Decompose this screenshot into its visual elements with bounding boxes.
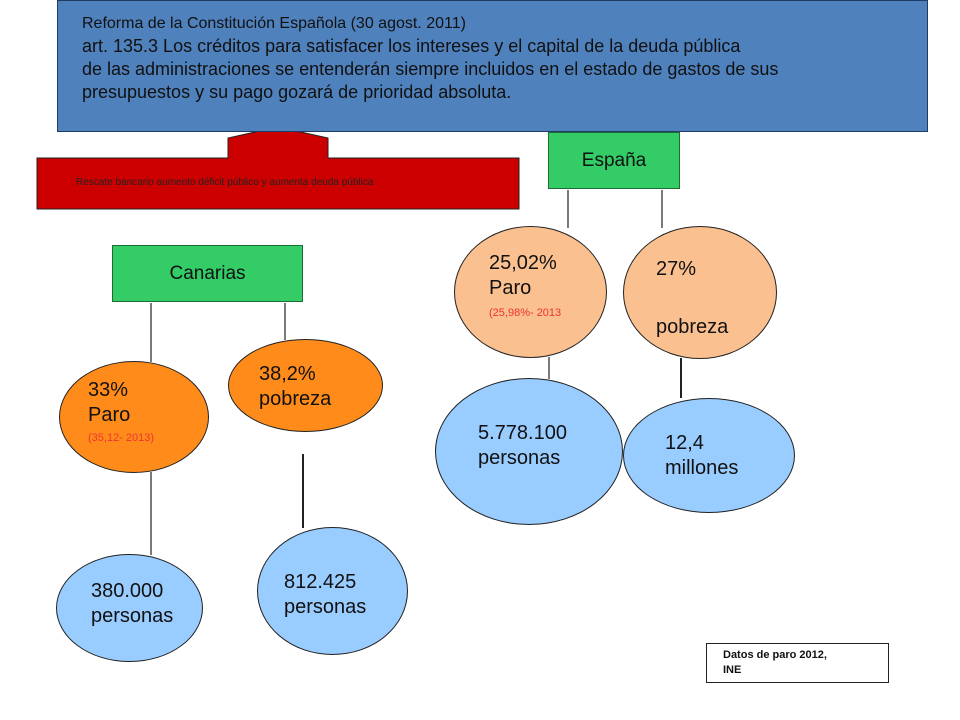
canarias-paro-value: 33%	[88, 379, 129, 401]
canarias-pobreza-personas-value: 812.425	[284, 571, 357, 593]
canarias-paro-personas-ellipse: 380.000 personas	[56, 554, 203, 662]
canarias-paro-personas-label: personas	[91, 605, 174, 627]
bailout-arrow-shape	[36, 126, 520, 210]
espana-pobreza-personas-label: millones	[665, 457, 739, 479]
data-source-note: Datos de paro 2012, INE	[706, 643, 889, 683]
canarias-paro-personas-value: 380.000	[91, 580, 164, 602]
espana-box: España	[548, 132, 680, 189]
canarias-label: Canarias	[169, 262, 246, 284]
espana-label: España	[581, 149, 647, 171]
canarias-paro-note: (35,12- 2013)	[88, 432, 155, 444]
espana-paro-note: (25,98%- 2013	[489, 307, 562, 319]
reform-title: Reforma de la Constitución Española (30 …	[82, 15, 466, 32]
espana-pobreza-ellipse: 27% pobreza	[623, 226, 777, 359]
canarias-pobreza-ellipse: 38,2% pobreza	[228, 339, 383, 432]
reform-text-line-3: presupuestos y su pago gozará de priorid…	[82, 82, 512, 102]
bailout-arrow-label: Rescate bancario aumento déficit público…	[76, 177, 374, 188]
espana-pobreza-value: 27%	[656, 258, 697, 280]
espana-paro-label: Paro	[489, 277, 532, 299]
espana-pobreza-personas-ellipse: 12,4 millones	[623, 398, 795, 513]
espana-pobreza-personas-value: 12,4	[665, 432, 704, 454]
data-source-line-2: INE	[723, 664, 742, 676]
canarias-paro-label: Paro	[88, 404, 131, 426]
data-source-line-1: Datos de paro 2012,	[723, 649, 827, 661]
canarias-box: Canarias	[112, 245, 303, 302]
bailout-arrow	[36, 126, 520, 210]
canarias-pobreza-personas-label: personas	[284, 596, 367, 618]
espana-pobreza-label: pobreza	[656, 316, 729, 338]
espana-paro-value: 25,02%	[489, 252, 557, 274]
canarias-pobreza-value: 38,2%	[259, 363, 316, 385]
espana-paro-ellipse: 25,02% Paro (25,98%- 2013	[454, 226, 607, 358]
espana-paro-personas-value: 5.778.100	[478, 422, 567, 444]
canarias-pobreza-personas-ellipse: 812.425 personas	[257, 527, 408, 655]
reform-text-line-2: de las administraciones se entenderán si…	[82, 59, 779, 79]
reform-text-line-1: art. 135.3 Los créditos para satisfacer …	[82, 36, 741, 56]
espana-paro-personas-label: personas	[478, 447, 561, 469]
espana-paro-personas-ellipse: 5.778.100 personas	[435, 378, 623, 525]
canarias-paro-ellipse: 33% Paro (35,12- 2013)	[59, 361, 209, 473]
constitution-reform-box: Reforma de la Constitución Española (30 …	[57, 0, 928, 132]
canarias-pobreza-label: pobreza	[259, 388, 332, 410]
